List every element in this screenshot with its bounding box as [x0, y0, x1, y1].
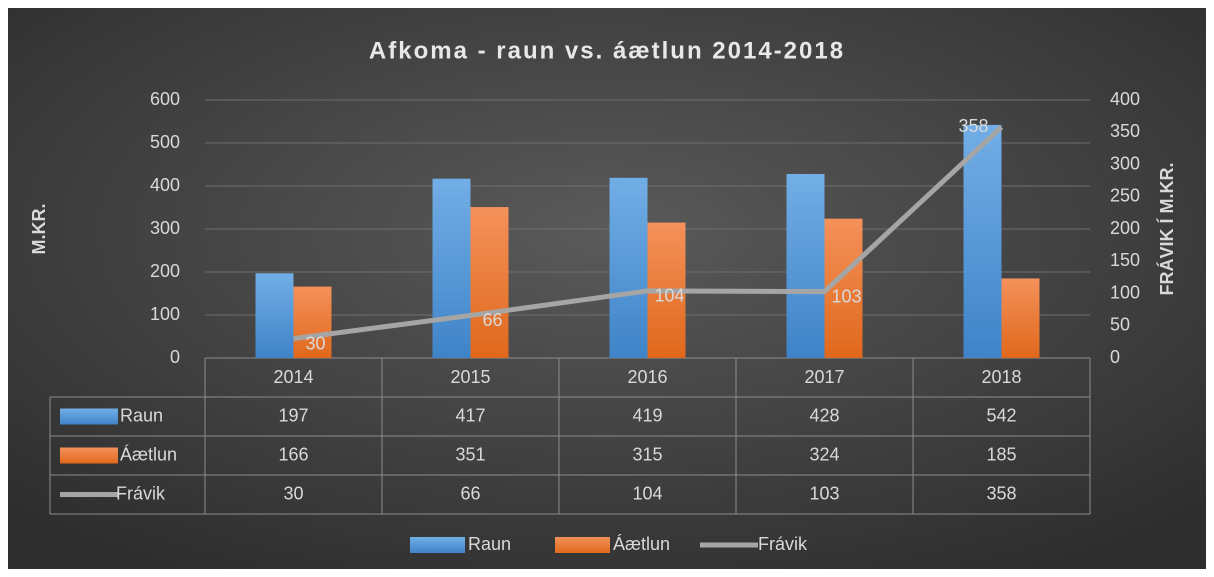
- table-cell: 419: [632, 405, 662, 425]
- bar: [1001, 278, 1040, 358]
- table-cell: 66: [460, 483, 480, 503]
- table-cell: 417: [455, 405, 485, 425]
- bar: [786, 173, 825, 358]
- legend-label: Frávik: [116, 483, 166, 503]
- y2-tick-label: 200: [1110, 218, 1140, 238]
- y-tick-label: 400: [150, 175, 180, 195]
- y-tick-label: 200: [150, 261, 180, 281]
- x-tick-label: 2017: [804, 367, 844, 387]
- chart-title: Afkoma - raun vs. áætlun 2014-2018: [369, 37, 845, 64]
- y2-tick-label: 100: [1110, 282, 1140, 302]
- table-cell: 351: [455, 444, 485, 464]
- legend-label: Raun: [120, 405, 163, 425]
- table-cell: 324: [809, 444, 839, 464]
- legend-key: [410, 537, 465, 553]
- data-label: 104: [654, 286, 684, 306]
- y-tick-label: 0: [170, 347, 180, 367]
- legend-key: [60, 447, 118, 464]
- legend-key: [60, 408, 118, 425]
- x-tick-label: 2015: [450, 367, 490, 387]
- bar: [432, 178, 471, 358]
- x-tick-label: 2014: [273, 367, 313, 387]
- y2-axis-label: FRÁVIK Í M.KR.: [1156, 163, 1177, 296]
- legend-label: Raun: [468, 534, 511, 554]
- x-tick-label: 2016: [627, 367, 667, 387]
- legend-label: Frávik: [758, 534, 808, 554]
- table-cell: 428: [809, 405, 839, 425]
- y-tick-label: 500: [150, 132, 180, 152]
- legend-label: Áætlun: [120, 444, 177, 464]
- y-tick-label: 600: [150, 89, 180, 109]
- y2-tick-label: 50: [1110, 315, 1130, 335]
- table-cell: 542: [986, 405, 1016, 425]
- data-label: 30: [305, 333, 325, 353]
- y2-tick-label: 150: [1110, 250, 1140, 270]
- table-cell: 197: [278, 405, 308, 425]
- y-tick-label: 100: [150, 304, 180, 324]
- table-cell: 315: [632, 444, 662, 464]
- bar: [470, 207, 509, 358]
- table-cell: 30: [283, 483, 303, 503]
- bar: [255, 273, 294, 358]
- y2-tick-label: 300: [1110, 153, 1140, 173]
- bar: [293, 286, 332, 358]
- legend-key: [555, 537, 610, 553]
- table-cell: 358: [986, 483, 1016, 503]
- bar: [609, 177, 648, 358]
- y2-tick-label: 250: [1110, 186, 1140, 206]
- table-cell: 185: [986, 444, 1016, 464]
- line: [293, 125, 1004, 342]
- data-label: 358: [958, 116, 988, 136]
- table-cell: 103: [809, 483, 839, 503]
- data-label: 103: [831, 286, 861, 306]
- legend-label: Áætlun: [613, 534, 670, 554]
- y-axis-label: M.KR.: [29, 204, 49, 255]
- bar: [963, 124, 1002, 358]
- table-cell: 104: [632, 483, 662, 503]
- table-cell: 166: [278, 444, 308, 464]
- y2-tick-label: 350: [1110, 121, 1140, 141]
- y-tick-label: 300: [150, 218, 180, 238]
- x-tick-label: 2018: [981, 367, 1021, 387]
- y2-tick-label: 0: [1110, 347, 1120, 367]
- data-label: 66: [482, 310, 502, 330]
- y2-tick-label: 400: [1110, 89, 1140, 109]
